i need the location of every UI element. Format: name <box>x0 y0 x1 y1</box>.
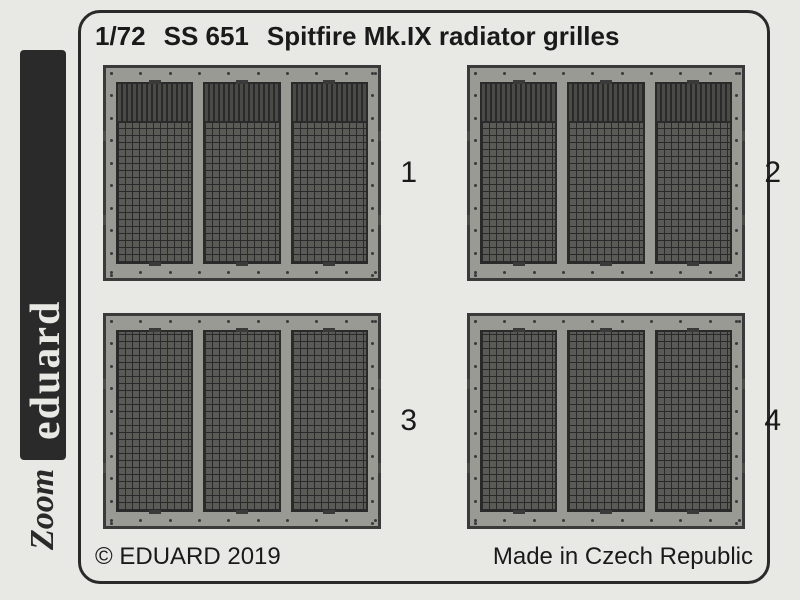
sprue-attach <box>378 215 381 225</box>
grille-panel <box>567 82 644 264</box>
sprue-attach <box>467 463 470 473</box>
grille-panel <box>116 330 193 512</box>
grille-frame <box>467 65 745 281</box>
grille-mesh-section <box>482 123 555 262</box>
sheet-footer: © EDUARD 2019 Made in Czech Republic <box>95 543 753 571</box>
grille-group-3: 3 <box>103 313 381 529</box>
panel-tab <box>236 510 248 514</box>
grille-panel <box>203 82 280 264</box>
sprue-attach <box>467 379 470 389</box>
grille-mesh-section <box>293 332 366 510</box>
grille-mesh-section <box>118 123 191 262</box>
panel-tab <box>323 80 335 84</box>
sprue-attach <box>103 463 106 473</box>
group-number-label: 4 <box>764 404 781 438</box>
grille-frame <box>103 313 381 529</box>
panel-tab <box>687 328 699 332</box>
grille-mesh-section <box>657 332 730 510</box>
panel-tab <box>149 510 161 514</box>
grille-mesh-section <box>205 123 278 262</box>
sprue-attach <box>103 215 106 225</box>
grille-mesh-section <box>657 123 730 262</box>
grille-louver-section <box>118 84 191 123</box>
panel-tab <box>323 510 335 514</box>
sprue-attach <box>467 215 470 225</box>
panel-tab <box>149 262 161 266</box>
sprue-attach <box>103 131 106 141</box>
grille-group-2: 2 <box>467 65 745 281</box>
grille-frame <box>103 65 381 281</box>
grille-panels <box>480 330 732 512</box>
brand-stripe: eduard <box>20 50 66 460</box>
panel-tab <box>236 80 248 84</box>
grille-louver-section <box>657 84 730 123</box>
etch-sheet: 1/72 SS 651 Spitfire Mk.IX radiator gril… <box>78 10 770 584</box>
panel-tab <box>513 80 525 84</box>
panel-tab <box>600 80 612 84</box>
panel-tab <box>600 328 612 332</box>
sheet-header: 1/72 SS 651 Spitfire Mk.IX radiator gril… <box>95 21 753 52</box>
grille-panel <box>655 82 732 264</box>
grille-panel <box>567 330 644 512</box>
group-number-label: 1 <box>400 156 417 190</box>
origin-text: Made in Czech Republic <box>493 543 753 571</box>
grille-panel <box>655 330 732 512</box>
grille-panel <box>116 82 193 264</box>
brand-line: Zoom <box>24 512 62 550</box>
grille-louver-section <box>569 84 642 123</box>
panel-tab <box>149 328 161 332</box>
sprue-attach <box>378 131 381 141</box>
panel-tab <box>687 510 699 514</box>
grilles-area: 1234 <box>103 65 745 529</box>
product-code: SS 651 <box>164 21 249 52</box>
panel-tab <box>236 262 248 266</box>
grille-mesh-section <box>118 332 191 510</box>
grille-louver-section <box>293 84 366 123</box>
grille-louver-section <box>205 84 278 123</box>
panel-tab <box>513 510 525 514</box>
grille-group-1: 1 <box>103 65 381 281</box>
panel-tab <box>513 328 525 332</box>
grille-panel <box>291 330 368 512</box>
grille-mesh-section <box>482 332 555 510</box>
sprue-attach <box>103 379 106 389</box>
sprue-attach <box>742 463 745 473</box>
grille-group-4: 4 <box>467 313 745 529</box>
grille-panels <box>480 82 732 264</box>
sprue-attach <box>742 215 745 225</box>
panel-tab <box>236 328 248 332</box>
copyright-text: © EDUARD 2019 <box>95 543 281 571</box>
panel-tab <box>600 510 612 514</box>
sprue-attach <box>742 131 745 141</box>
grille-panel <box>480 330 557 512</box>
grille-panels <box>116 330 368 512</box>
panel-tab <box>323 328 335 332</box>
product-title: Spitfire Mk.IX radiator grilles <box>267 21 620 52</box>
grille-panel <box>203 330 280 512</box>
sprue-attach <box>467 131 470 141</box>
grille-panel <box>291 82 368 264</box>
grille-panel <box>480 82 557 264</box>
panel-tab <box>687 262 699 266</box>
group-number-label: 2 <box>764 156 781 190</box>
sprue-attach <box>742 379 745 389</box>
grille-mesh-section <box>569 332 642 510</box>
panel-tab <box>513 262 525 266</box>
group-number-label: 3 <box>400 404 417 438</box>
brand-sidebar: eduard Zoom <box>20 50 66 550</box>
grille-panels <box>116 82 368 264</box>
grille-mesh-section <box>293 123 366 262</box>
grille-frame <box>467 313 745 529</box>
sprue-attach <box>378 379 381 389</box>
panel-tab <box>149 80 161 84</box>
panel-tab <box>687 80 699 84</box>
grille-mesh-section <box>569 123 642 262</box>
scale-label: 1/72 <box>95 21 146 52</box>
grille-louver-section <box>482 84 555 123</box>
grille-mesh-section <box>205 332 278 510</box>
sprue-attach <box>378 463 381 473</box>
panel-tab <box>600 262 612 266</box>
panel-tab <box>323 262 335 266</box>
